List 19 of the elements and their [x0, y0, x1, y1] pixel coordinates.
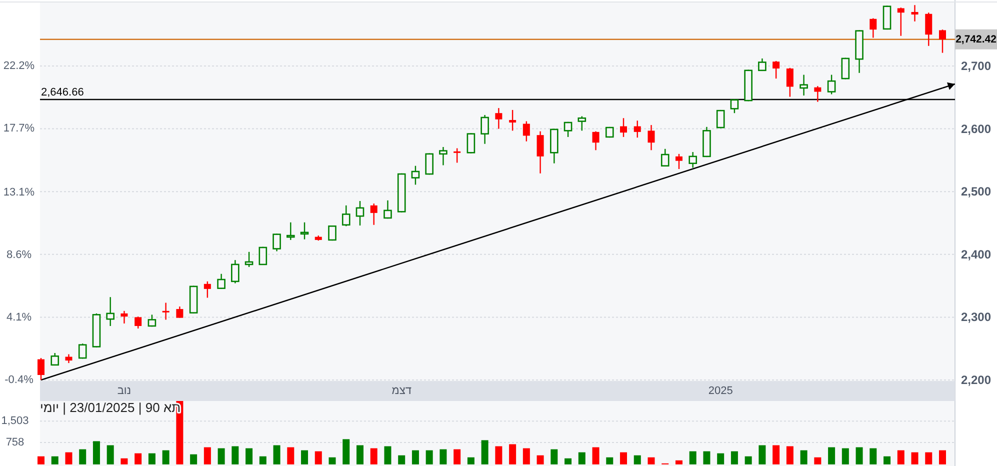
x-tick-label: דצמ — [392, 385, 412, 397]
x-tick-label: 2025 — [708, 385, 733, 397]
y2-tick-label: 13.1% — [3, 186, 35, 198]
y-tick-label: 1,503 — [1, 415, 29, 428]
y-tick-label: 2,600 — [960, 122, 992, 136]
y-tick-label: 2,500 — [960, 184, 992, 199]
y-tick-label: 2,300 — [960, 310, 992, 324]
x-tick-label: נוב — [117, 385, 132, 397]
y2-tick-label: 22.2% — [3, 60, 35, 72]
y2-tick-label: 8.6% — [6, 248, 32, 261]
ref-line-label: 2,742.42 — [956, 33, 997, 46]
y-tick-label: 2,200 — [960, 373, 992, 387]
y-tick-label: 758 — [6, 436, 24, 449]
y2-tick-label: -0.4% — [4, 374, 34, 386]
ref-line-label: 2,646.66 — [41, 86, 84, 98]
y2-tick-label: 4.1% — [6, 311, 32, 324]
y-tick-label: 2,700 — [960, 59, 992, 73]
y-tick-label: 2,400 — [960, 247, 992, 262]
y2-tick-label: 17.7% — [3, 122, 35, 135]
